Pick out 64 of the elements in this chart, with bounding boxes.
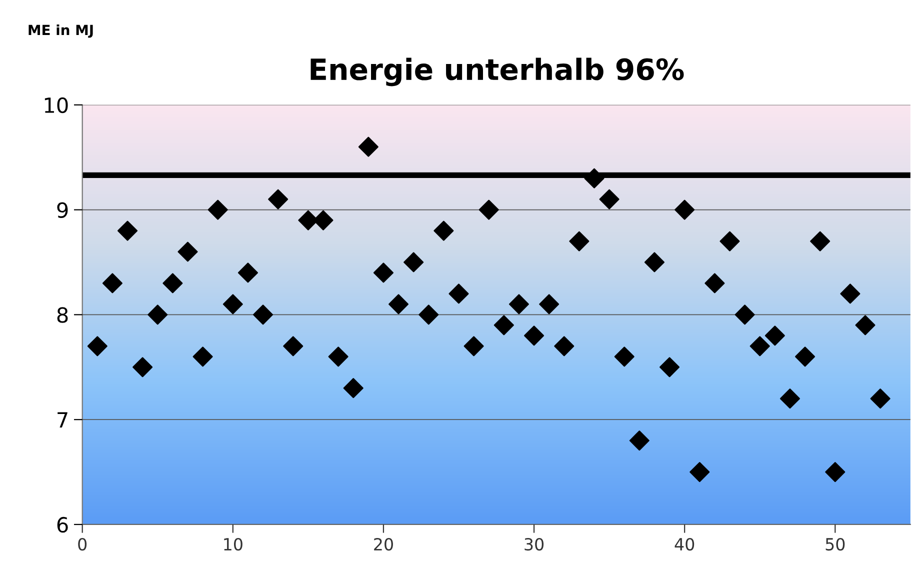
point [614,346,634,367]
point [478,200,499,220]
point [734,304,755,325]
point [539,294,560,314]
point [764,326,785,346]
point [178,242,198,262]
point [208,200,228,220]
point [418,304,439,325]
point [87,336,108,356]
point [840,284,860,304]
point [508,294,529,314]
y-tick-label: 8 [57,307,68,323]
point [629,430,650,451]
point [660,357,680,378]
x-tick-label: 30 [524,538,544,551]
point [855,315,876,336]
point [253,304,274,325]
y-tick-label: 9 [57,202,68,218]
point [448,284,469,304]
point [148,304,168,325]
y-tick-label: 10 [44,97,68,114]
x-tick-label: 10 [224,538,242,551]
x-tick-label: 0 [78,538,87,551]
point [704,273,725,294]
point [569,231,590,252]
chart-title: Energie unterhalb 96% [310,58,684,86]
point [599,189,620,210]
x-tick-label: 50 [826,538,845,551]
point [644,252,664,272]
point [102,273,122,294]
point [238,262,258,283]
point [283,336,304,356]
point [404,252,424,272]
point [118,220,138,241]
point [690,462,710,482]
point [870,388,890,409]
y-tick-label: 6 [57,516,68,533]
point [795,346,816,367]
point [328,346,348,367]
point [720,231,740,252]
point [162,273,183,294]
point [584,168,604,188]
point [464,336,484,356]
point [554,336,574,356]
point [780,388,800,409]
point [343,378,364,398]
y-tick-label: 7 [58,412,68,428]
point [388,294,409,314]
point [810,231,830,252]
point [192,346,213,367]
y-axis-title: ME in MJ [28,24,93,38]
point [825,462,846,482]
point [524,326,544,346]
point [222,294,243,314]
point [434,220,454,241]
point [132,357,153,378]
point [268,189,288,210]
point [358,136,378,157]
point [494,315,514,336]
point [750,336,770,356]
x-tick-label: 40 [674,538,694,551]
point [373,262,394,283]
point [674,200,695,220]
x-tick-label: 20 [374,538,393,551]
